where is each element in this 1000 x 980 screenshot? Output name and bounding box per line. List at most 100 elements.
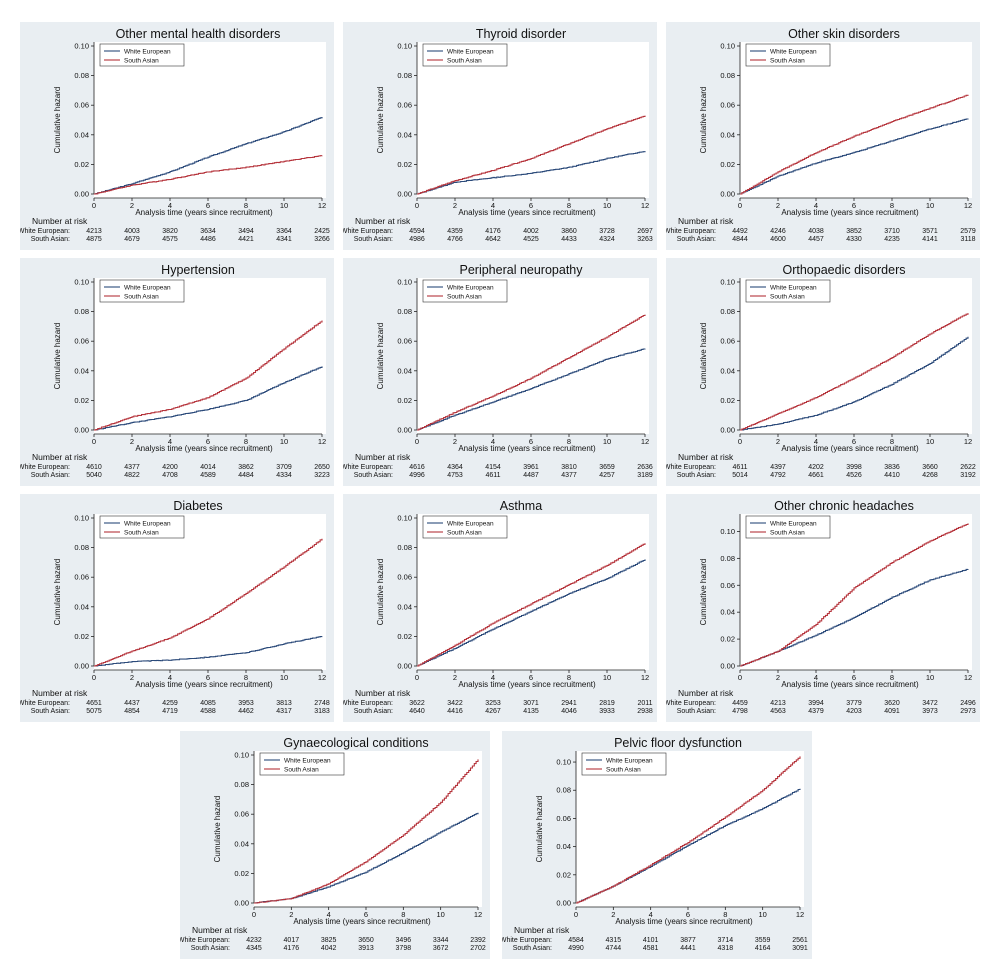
risk-count: 4324 (599, 236, 615, 243)
risk-count: 4854 (124, 708, 140, 715)
x-tick-label: 4 (649, 910, 653, 919)
risk-count: 4267 (485, 708, 501, 715)
risk-count: 3496 (396, 937, 412, 944)
y-tick-label: 0.04 (74, 602, 89, 611)
x-tick-label: 8 (244, 673, 248, 682)
x-tick-label: 2 (130, 201, 134, 210)
series-line (94, 366, 323, 431)
risk-count: 4017 (284, 937, 300, 944)
legend-box (745, 279, 831, 303)
plot-area (417, 514, 649, 670)
plot-area (576, 751, 804, 907)
risk-count: 4246 (770, 228, 786, 235)
risk-count: 4334 (276, 472, 292, 479)
risk-count: 3779 (846, 700, 862, 707)
risk-row-label: South Asian: (354, 472, 393, 479)
y-tick-label: 0.08 (556, 786, 571, 795)
y-tick-label: 0.06 (720, 101, 735, 110)
legend-label: White European (124, 48, 171, 55)
y-tick-label: 0.00 (234, 899, 249, 908)
y-tick-label: 0.10 (397, 42, 412, 51)
y-axis-label: Cumulative hazard (376, 87, 385, 154)
y-tick-label: 0.00 (74, 426, 89, 435)
risk-count: 3223 (314, 472, 330, 479)
y-tick-label: 0.10 (74, 278, 89, 287)
risk-count: 3571 (922, 228, 938, 235)
risk-count: 3634 (200, 228, 216, 235)
x-tick-label: 8 (890, 673, 894, 682)
y-tick-label: 0.00 (720, 190, 735, 199)
series-line (740, 313, 969, 431)
risk-row-label: White European: (666, 700, 716, 707)
x-axis-label: Analysis time (years since recruitment) (458, 444, 596, 453)
x-tick-label: 10 (280, 673, 288, 682)
legend-label: South Asian (447, 293, 482, 300)
chart-title: Orthopaedic disorders (783, 263, 906, 277)
legend-box (745, 515, 831, 539)
x-tick-label: 10 (436, 910, 444, 919)
risk-count: 2941 (561, 700, 577, 707)
series-line (740, 94, 969, 195)
risk-count: 3266 (314, 236, 330, 243)
risk-table-header: Number at risk (678, 216, 734, 226)
risk-count: 2650 (314, 464, 330, 471)
x-tick-label: 0 (252, 910, 256, 919)
series-line (94, 538, 323, 667)
x-axis-label: Analysis time (years since recruitment) (781, 680, 919, 689)
y-tick-label: 0.06 (397, 337, 412, 346)
risk-count: 3813 (276, 700, 292, 707)
risk-count: 4611 (732, 464, 747, 471)
legend-label: South Asian (770, 529, 805, 536)
risk-count: 4844 (732, 236, 748, 243)
y-tick-label: 0.02 (74, 160, 89, 169)
risk-count: 4213 (86, 228, 102, 235)
risk-row-label: White European: (502, 937, 552, 944)
series-line (94, 117, 323, 195)
y-axis-label: Cumulative hazard (213, 796, 222, 863)
risk-count: 3820 (162, 228, 178, 235)
risk-count: 4232 (246, 937, 262, 944)
chart-panel-other-chronic-headaches: Other chronic headaches 0.00 0.02 0.04 0.06 0… (666, 494, 980, 722)
risk-count: 3659 (599, 464, 615, 471)
x-tick-label: 8 (244, 437, 248, 446)
x-tick-label: 8 (401, 910, 405, 919)
legend-label: White European (606, 757, 653, 764)
plot-area (740, 278, 972, 434)
legend-label: White European (284, 757, 331, 764)
risk-count: 4176 (485, 228, 501, 235)
legend-box (745, 43, 831, 67)
legend-label: South Asian (770, 293, 805, 300)
risk-count: 3091 (792, 945, 808, 952)
y-tick-label: 0.10 (397, 278, 412, 287)
risk-row-label: White European: (666, 228, 716, 235)
risk-table-header: Number at risk (678, 688, 734, 698)
y-tick-label: 0.06 (74, 337, 89, 346)
risk-row-label: White European: (180, 937, 230, 944)
series-line (417, 543, 646, 667)
y-tick-label: 0.02 (556, 870, 571, 879)
chart-svg: Gynaecological conditions 0.00 0.02 0.04 0.0… (180, 736, 486, 952)
x-tick-label: 2 (130, 673, 134, 682)
x-tick-label: 12 (474, 910, 482, 919)
y-tick-label: 0.04 (74, 366, 89, 375)
x-tick-label: 10 (280, 201, 288, 210)
risk-count: 4581 (643, 945, 659, 952)
risk-count: 2011 (637, 700, 652, 707)
y-tick-label: 0.00 (556, 899, 571, 908)
x-tick-label: 10 (926, 673, 934, 682)
risk-count: 3622 (409, 700, 425, 707)
series-line (254, 759, 479, 904)
y-tick-label: 0.10 (234, 751, 249, 760)
risk-count: 4996 (409, 472, 425, 479)
y-tick-label: 0.02 (720, 635, 735, 644)
risk-count: 3798 (396, 945, 412, 952)
risk-count: 2636 (637, 464, 653, 471)
risk-count: 3714 (718, 937, 734, 944)
x-tick-label: 8 (567, 437, 571, 446)
legend-label: White European (770, 520, 817, 527)
y-tick-label: 0.10 (556, 758, 571, 767)
y-tick-label: 0.08 (397, 307, 412, 316)
risk-count: 2973 (960, 708, 976, 715)
risk-count: 3620 (884, 700, 900, 707)
y-tick-label: 0.00 (720, 662, 735, 671)
